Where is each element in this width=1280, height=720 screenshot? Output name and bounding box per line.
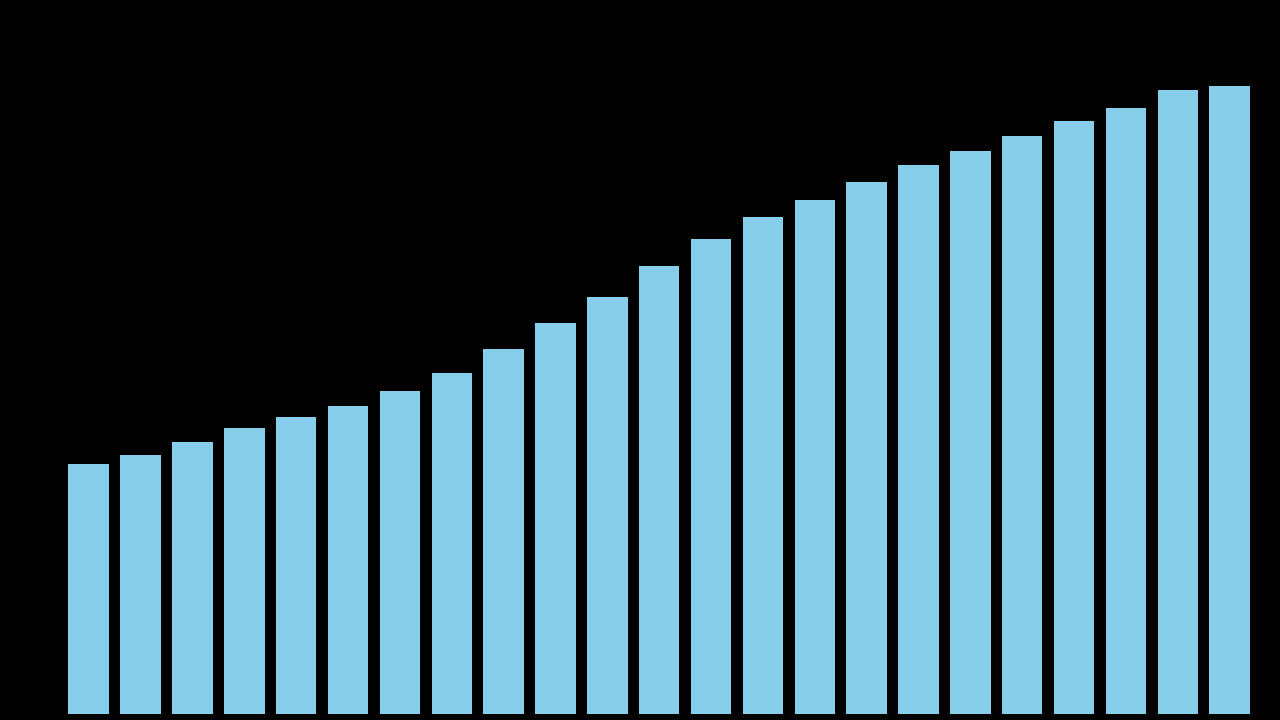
Bar	[691, 240, 731, 714]
Bar	[950, 151, 991, 714]
Bar	[173, 441, 212, 714]
Bar	[742, 217, 783, 714]
Bar	[588, 297, 627, 714]
Bar	[328, 407, 369, 714]
Bar	[899, 165, 938, 714]
Bar	[1053, 121, 1094, 714]
Bar	[120, 455, 161, 714]
Bar	[535, 323, 576, 714]
Bar	[431, 373, 472, 714]
Bar	[69, 464, 109, 714]
Bar	[276, 417, 316, 714]
Bar	[1157, 90, 1198, 714]
Bar	[1106, 107, 1146, 714]
Bar	[639, 266, 680, 714]
Bar	[224, 428, 265, 714]
Bar	[1210, 86, 1249, 714]
Bar	[846, 182, 887, 714]
Bar	[795, 200, 835, 714]
Bar	[484, 349, 524, 714]
Bar	[380, 391, 420, 714]
Bar	[1002, 135, 1042, 714]
